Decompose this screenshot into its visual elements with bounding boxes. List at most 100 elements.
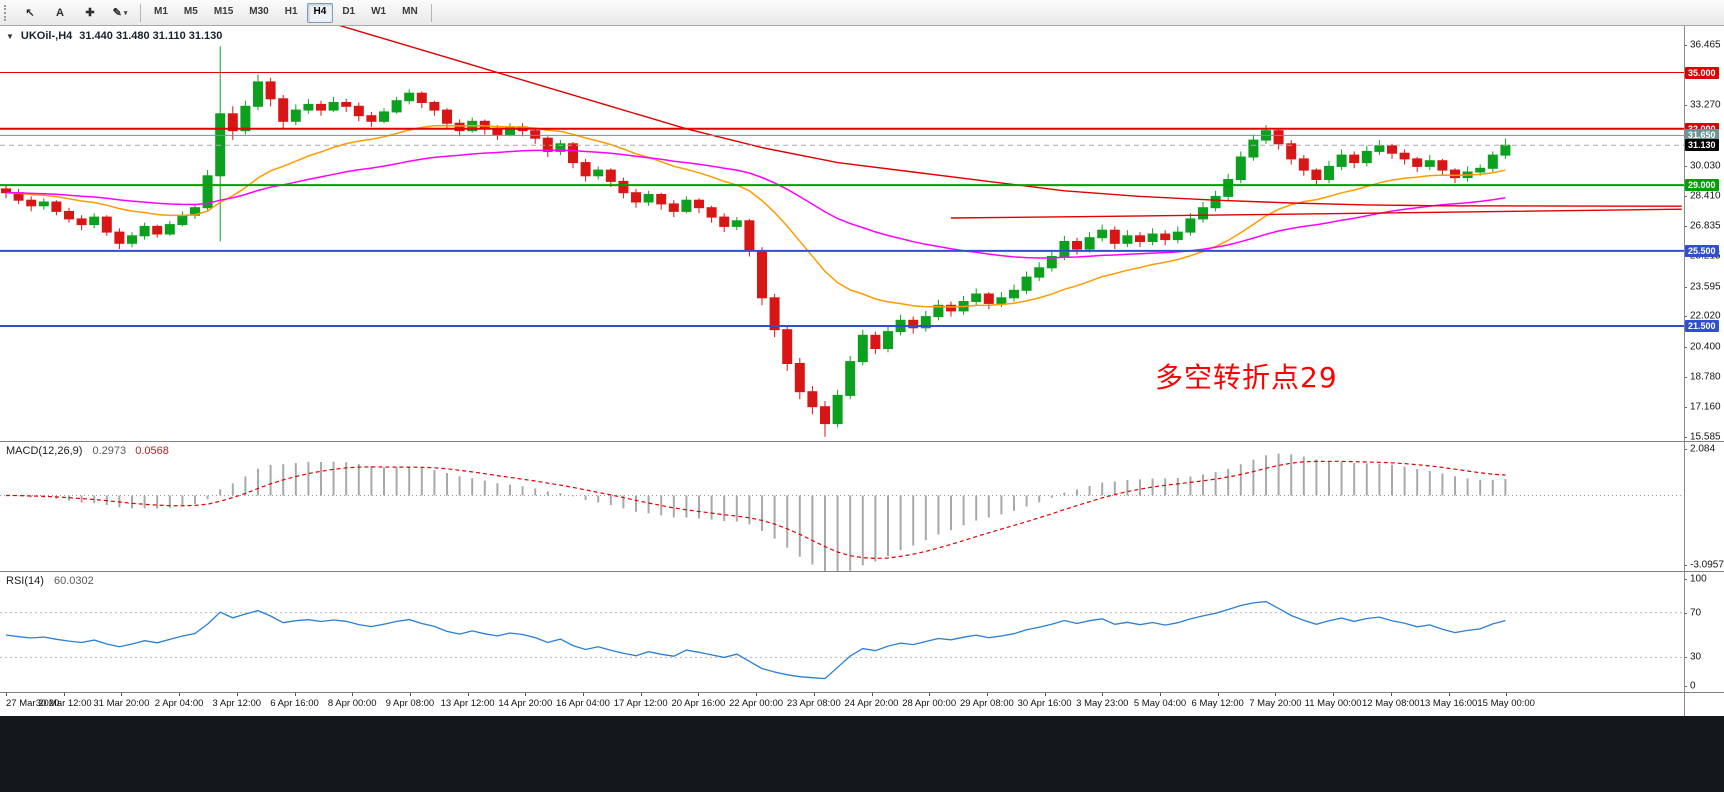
price-level-badge: 31.130 — [1685, 139, 1719, 152]
price-tick-label: 20.400 — [1690, 341, 1721, 353]
scale-tick-mark — [1684, 579, 1687, 580]
time-tick-mark — [813, 693, 815, 696]
rsi-tick-label: 70 — [1690, 607, 1702, 619]
rsi-tick-label: 100 — [1690, 573, 1707, 585]
scale-axis-line — [1684, 26, 1685, 716]
price-level-badge: 29.000 — [1685, 179, 1719, 192]
price-tick-label: 18.780 — [1690, 371, 1721, 383]
rsi-value: 60.0302 — [53, 575, 94, 587]
crosshair-tool-button[interactable]: ✚ — [85, 7, 95, 19]
rsi-panel: RSI(14) 60.0302 100 70 30 0 — [0, 571, 1724, 692]
rsi-tick-label: 30 — [1690, 651, 1702, 663]
time-tick-mark — [1275, 693, 1277, 696]
price-tick-label: 30.030 — [1690, 160, 1721, 172]
time-axis-label: 8 Apr 00:00 — [327, 698, 377, 709]
time-tick-mark — [929, 693, 931, 696]
time-axis-label: 27 Mar 2020 — [6, 698, 60, 709]
timeframe-button-H1[interactable]: H1 — [284, 5, 298, 17]
timeframe-button-M1[interactable]: M1 — [154, 5, 168, 17]
time-axis-label: 13 Apr 12:00 — [440, 698, 495, 709]
time-axis-label: 2 Apr 04:00 — [154, 698, 204, 709]
time-axis-label: 3 May 23:00 — [1076, 698, 1129, 709]
price-tick-label: 15.585 — [1690, 431, 1721, 442]
toolbar-grip-icon[interactable] — [4, 4, 10, 21]
scale-tick-mark — [1684, 437, 1687, 438]
price-tick-label: 33.270 — [1690, 99, 1721, 111]
time-tick-mark — [525, 693, 527, 696]
scale-tick-mark — [1684, 346, 1687, 348]
time-axis-label: 28 Apr 00:00 — [902, 698, 957, 709]
macd-panel: MACD(12,26,9) 0.2973 0.0568 2.084 -3.0957 — [0, 441, 1724, 571]
time-axis-label: 20 Apr 16:00 — [671, 698, 726, 709]
time-tick-mark — [1506, 693, 1508, 696]
time-axis-label: 24 Apr 20:00 — [844, 698, 899, 709]
time-tick-mark — [121, 693, 123, 696]
macd-header: MACD(12,26,9) 0.2973 0.0568 — [6, 445, 169, 457]
main-chart-canvas[interactable] — [0, 26, 1684, 441]
time-axis-label: 22 Apr 00:00 — [729, 698, 784, 709]
annotation-text: 多空转折点29 — [1155, 361, 1338, 394]
time-axis-label: 9 Apr 08:00 — [385, 698, 435, 709]
price-tick-label: 28.410 — [1690, 190, 1721, 202]
timeframe-button-D1[interactable]: D1 — [342, 5, 356, 17]
bottom-strip — [0, 716, 1724, 792]
scale-tick-mark — [1684, 286, 1687, 288]
time-axis-label: 15 May 00:00 — [1477, 698, 1535, 709]
symbol-period-label: UKOil-,H4 — [20, 30, 73, 42]
rsi-label: RSI(14) — [6, 575, 44, 587]
time-axis-label: 17 Apr 12:00 — [613, 698, 668, 709]
time-tick-mark — [467, 693, 469, 696]
scale-tick-mark — [1684, 45, 1687, 46]
time-tick-mark — [63, 693, 65, 696]
time-tick-mark — [179, 693, 181, 696]
time-tick-mark — [871, 693, 873, 696]
time-tick-mark — [1044, 693, 1046, 696]
timeframe-button-MN[interactable]: MN — [402, 5, 418, 17]
timeframe-button-H4[interactable]: H4 — [306, 2, 334, 23]
time-tick-mark — [1160, 693, 1161, 696]
scale-tick-mark — [1684, 196, 1687, 198]
macd-signal-value: 0.0568 — [135, 445, 169, 457]
time-tick-mark — [1448, 693, 1450, 696]
cursor-tool-button[interactable]: ↖ — [25, 7, 35, 19]
time-tick-mark — [1333, 693, 1335, 696]
macd-scale[interactable]: 2.084 -3.0957 — [1684, 442, 1724, 571]
price-tick-label: 26.835 — [1690, 220, 1721, 232]
time-tick-mark — [409, 693, 411, 696]
timeframe-button-M5[interactable]: M5 — [183, 5, 198, 17]
macd-main-value: 0.2973 — [92, 445, 127, 457]
collapse-triangle-icon[interactable]: ▼ — [6, 31, 14, 41]
timeframe-button-W1[interactable]: W1 — [371, 5, 387, 17]
macd-tick-label: 2.084 — [1690, 443, 1716, 455]
time-axis[interactable]: 27 Mar 2020 30 Mar 12:00 31 Mar 20:00 2 Apr… — [0, 692, 1724, 716]
scale-tick-mark — [1684, 225, 1687, 227]
time-tick-mark — [986, 693, 988, 696]
timeframe-button-M15[interactable]: M15 — [213, 5, 234, 17]
time-tick-mark — [583, 693, 584, 696]
price-tick-label: 23.595 — [1690, 281, 1721, 293]
price-tick-label: 36.465 — [1690, 39, 1721, 51]
time-axis-label: 12 May 08:00 — [1362, 698, 1420, 709]
time-tick-mark — [6, 693, 7, 696]
scale-tick-mark — [1684, 316, 1687, 318]
macd-label: MACD(12,26,9) — [6, 445, 83, 457]
time-axis-label: 11 May 00:00 — [1304, 698, 1362, 709]
price-level-badge: 25.500 — [1685, 244, 1719, 257]
scale-tick-mark — [1684, 105, 1687, 106]
time-axis-label: 29 Apr 08:00 — [959, 698, 1014, 709]
text-label-tool-button[interactable]: A — [56, 6, 64, 19]
timeframe-button-M30[interactable]: M30 — [249, 5, 269, 17]
draw-shapes-tool-button[interactable]: ✎ ▾ — [112, 7, 128, 19]
price-tick-label: 22.020 — [1690, 310, 1721, 322]
scale-tick-mark — [1684, 565, 1687, 566]
time-axis-label: 30 Apr 16:00 — [1017, 698, 1072, 709]
chevron-down-icon: ▾ — [123, 9, 128, 17]
rsi-chart-canvas[interactable] — [0, 572, 1684, 692]
price-scale[interactable]: 36.46533.27030.03028.41026.83525.21523.5… — [1684, 26, 1724, 441]
time-axis-label: 31 Mar 20:00 — [93, 698, 150, 709]
macd-tick-label: -3.0957 — [1690, 559, 1724, 571]
rsi-scale[interactable]: 100 70 30 0 — [1684, 572, 1724, 692]
chart-title: ▼ UKOil-,H4 31.440 31.480 31.110 31.130 — [6, 30, 222, 42]
time-tick-mark — [236, 693, 238, 696]
macd-chart-canvas[interactable] — [0, 442, 1684, 571]
